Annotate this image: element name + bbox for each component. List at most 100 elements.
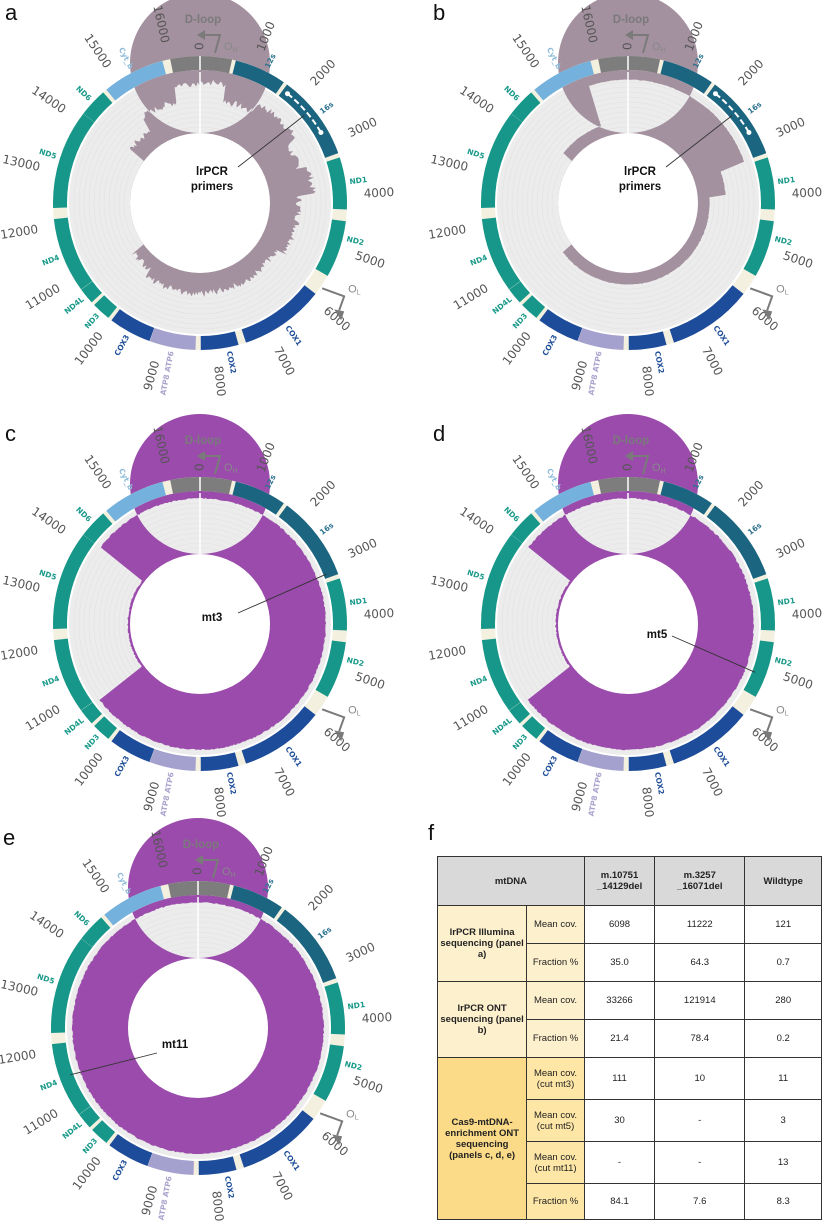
tick-label: 12000 [0,1047,37,1067]
tick-label: 12000 [427,222,467,242]
tick-label: 15000 [79,856,112,895]
tick-label: 13000 [0,977,39,999]
table-cell: 78.4 [654,1019,746,1058]
tick-label: 14000 [27,908,66,941]
panel-letter: a [5,0,18,25]
group-label: Cas9-mtDNA-enrichment ONT sequencing (pa… [436,1057,528,1220]
ol-arrow-icon [321,287,346,311]
tick-label: 12000 [427,643,467,663]
table-cell: 84.1 [583,1183,656,1220]
annotation-pointer [237,573,327,614]
gene-label: ND1 [347,1000,366,1011]
ol-label: OL [348,704,361,717]
tick-label: 0 [191,867,205,875]
table-row: Fraction % 21.4 78.4 0.2 [438,1019,822,1058]
gene-cox2 [200,331,239,350]
gene-cox3 [539,309,583,342]
gene-label: ND6 [72,909,91,928]
table-cell: 0.7 [744,943,822,982]
gene-label: ND4 [469,253,489,268]
tick-label: 4000 [363,185,394,201]
gene-label: ND3 [83,732,102,751]
ol-arrowhead-icon [762,309,773,321]
gene-cyt-b [106,60,166,101]
table-row: Fraction % 35.0 64.3 0.7 [438,943,822,982]
gene-nd4 [53,638,93,711]
ol-subscript: L [785,710,789,717]
annotation-pointer [665,115,733,168]
table-row: lrPCR Illumina sequencing (panel a) Mean … [436,905,822,982]
oh-arrowhead-icon [195,855,203,865]
annotation-label: primers [619,181,661,193]
gene-12s [660,481,712,515]
tick-label: 12000 [0,643,39,663]
tick-label: 3000 [346,536,380,562]
gene-nd4l [81,281,102,303]
gene-label: ND6 [502,505,521,524]
gene-nd6 [511,92,541,123]
table-cell: 280 [744,981,822,1020]
ol-arrow-icon [749,287,774,311]
gene-label: ND6 [74,505,93,524]
gene-cox3 [109,1134,153,1167]
gene-cox1 [241,706,316,764]
ol-label: OL [348,283,361,296]
gene-label: ND3 [511,311,530,330]
tick-label: 6000 [749,303,781,333]
gene-nd6 [83,513,113,544]
oh-arrow-icon [204,455,222,475]
gene-label: ND3 [81,1136,100,1155]
dloop-label: D-loop [185,14,221,26]
dloop-label: D-loop [613,14,649,26]
table-cell: 6098 [583,905,656,944]
oh-arrow-icon [204,34,222,54]
primer-arrowhead-icon [712,91,718,97]
ol-arrow-icon [321,708,346,732]
metric-label: Fraction % [526,1019,585,1058]
gene-cox3 [111,309,155,342]
gene-label: ND2 [774,234,793,247]
gene-cox1 [669,285,744,343]
oh-subscript: H [233,47,238,54]
gene-label: ND3 [511,732,530,751]
tick-label: 0 [621,463,635,471]
ol-label: OL [776,283,789,296]
oh-subscript: H [661,468,666,475]
table-cell: 10 [654,1057,746,1100]
gene-label: ND4 [39,1078,59,1093]
dloop-label: D-loop [185,435,221,447]
table-cell: - [583,1141,656,1184]
tick-label: 8000 [639,365,656,397]
gene-nd5 [481,534,523,630]
table-cell: 11222 [654,905,746,944]
panel-letter: b [433,0,445,25]
tick-label: 10000 [500,750,534,789]
group-label: lrPCR ONT sequencing (panel b) [436,981,528,1058]
tick-label: 6000 [319,1128,351,1158]
tick-label: 10000 [500,329,534,368]
column-header: m.10751 _14129del [583,856,656,906]
table-cell: 7.6 [654,1183,746,1220]
gene-d-loop [170,477,233,495]
table-cell: 64.3 [654,943,746,982]
ol-arrowhead-icon [332,1134,343,1146]
table-row: Mean cov. (cut mt5) 30-3 [438,1099,822,1142]
gene-nd4l [509,702,530,724]
gene-16s [276,909,337,983]
tick-label: 4000 [361,1010,392,1026]
gene-nd1 [754,578,775,631]
gene-label: ND1 [777,175,796,186]
tick-label: 15000 [509,31,542,70]
gene-label: ND4L [491,295,514,316]
tick-label: 15000 [81,31,114,70]
annotation-label: primers [191,181,233,193]
gene-label: COX1 [711,324,731,348]
table-row: lrPCR ONT sequencing (panel b) Mean cov. 3… [436,981,822,1058]
gene-label: COX2 [225,771,238,795]
gene-cyt-b [106,481,166,522]
annotation-pointer [70,1052,158,1076]
gene-nd1 [326,578,347,631]
gene-label: ATP8 ATP6 [157,1175,174,1221]
coverage-table: mtDNA m.10751 _14129del m.3257 _16071del Wi… [436,856,822,1220]
